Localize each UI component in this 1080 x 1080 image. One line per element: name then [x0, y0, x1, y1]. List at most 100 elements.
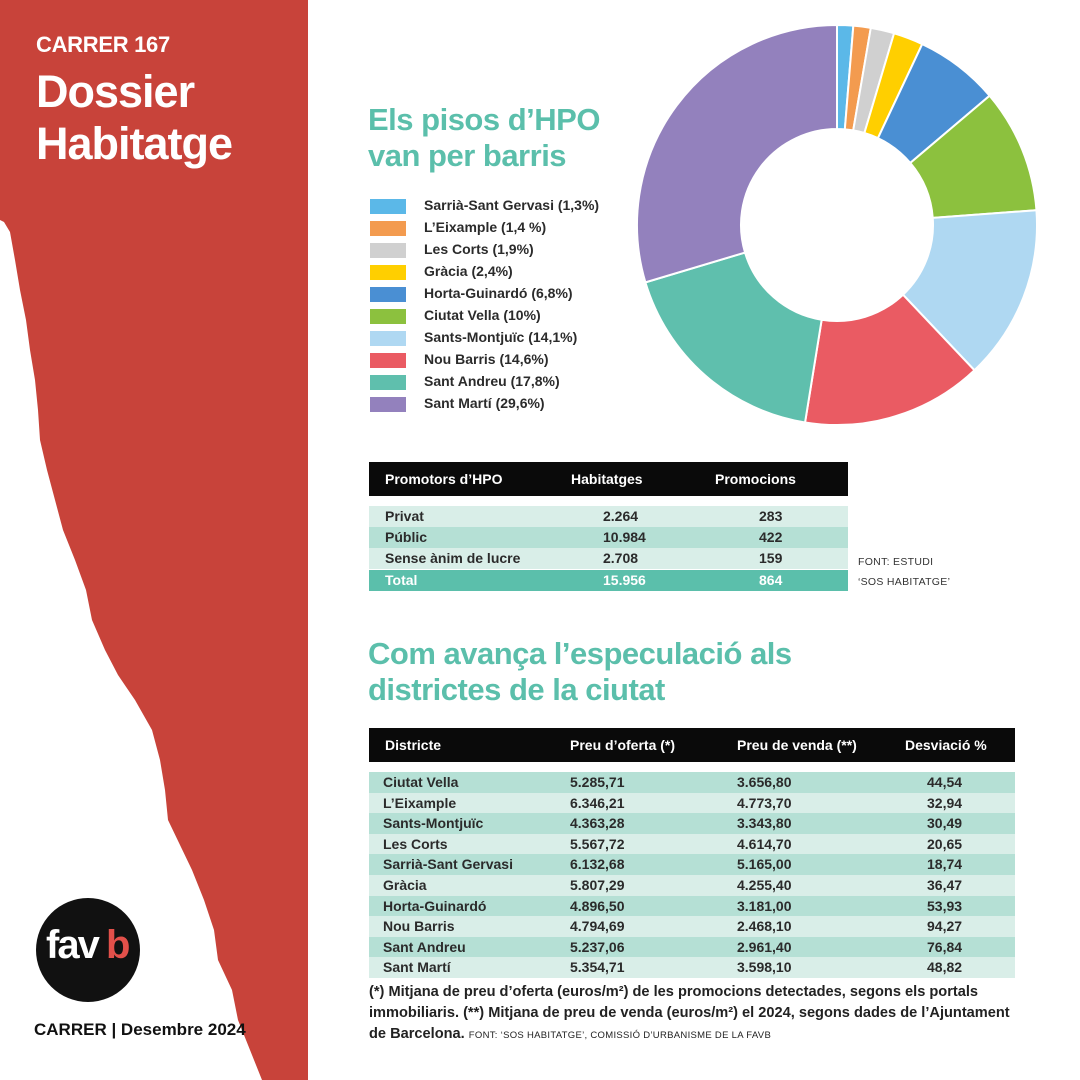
table-cell: 10.984 — [603, 529, 646, 545]
legend-label: Sants-Montjuïc (14,1%) — [424, 329, 578, 345]
table-cell: 3.598,10 — [737, 959, 792, 976]
table-cell: 3.343,80 — [737, 815, 792, 832]
table-cell: 48,82 — [927, 959, 963, 976]
table-header: Promotors d’HPO Habitatges Promocions — [369, 462, 848, 496]
table-cell: Sant Andreu — [383, 938, 466, 955]
header-cell: Districte — [385, 737, 442, 753]
total-row: Total 15.956 864 — [369, 570, 848, 591]
table-row: Ciutat Vella 5.285,71 3.656,80 44,54 — [369, 772, 1015, 793]
table-row: Gràcia 5.807,29 4.255,40 36,47 — [369, 875, 1015, 896]
legend-item: Sant Andreu (17,8%) — [370, 373, 650, 391]
legend-label: Ciutat Vella (10%) — [424, 307, 541, 323]
table-cell: 5.165,00 — [737, 856, 792, 873]
table-row: Horta-Guinardó 4.896,50 3.181,00 53,93 — [369, 895, 1015, 917]
legend-item: Horta-Guinardó (6,8%) — [370, 285, 650, 303]
table-cell: Gràcia — [383, 877, 427, 893]
table-cell: 422 — [759, 529, 783, 545]
legend-item: Sant Martí (29,6%) — [370, 395, 650, 413]
section2-title: Com avança l’especulació als districtes … — [368, 636, 792, 707]
table-cell: 2.264 — [603, 508, 639, 524]
legend-label: Sant Martí (29,6%) — [424, 395, 545, 411]
header-cell: Promocions — [715, 471, 796, 487]
legend-swatch — [370, 309, 406, 324]
table-cell: 20,65 — [927, 835, 963, 852]
legend-label: Les Corts (1,9%) — [424, 241, 534, 257]
table-cell: Nou Barris — [383, 918, 455, 935]
legend-swatch — [370, 221, 406, 236]
legend-label: L’Eixample (1,4 %) — [424, 219, 547, 235]
legend-label: Sarrià-Sant Gervasi (1,3%) — [424, 197, 600, 213]
dossier-title: Dossier Habitatge — [36, 66, 233, 169]
legend-swatch — [370, 199, 406, 214]
legend-swatch — [370, 265, 406, 280]
table-row: Sants-Montjuïc 4.363,28 3.343,80 30,49 — [369, 813, 1015, 834]
table-cell: 30,49 — [927, 815, 963, 832]
header-cell: Habitatges — [571, 471, 643, 487]
table-cell: 6.132,68 — [570, 856, 625, 873]
legend-item: Sants-Montjuïc (14,1%) — [370, 329, 650, 347]
table-cell: 4.773,70 — [737, 794, 792, 811]
legend-swatch — [370, 243, 406, 258]
table-cell: 4.614,70 — [737, 835, 792, 852]
legend-item: Les Corts (1,9%) — [370, 241, 650, 259]
table-cell: Sense ànim de lucre — [385, 550, 521, 566]
table-row: Privat 2.264 283 — [369, 506, 848, 527]
table-cell: 2.708 — [603, 550, 639, 566]
legend-label: Sant Andreu (17,8%) — [424, 373, 560, 389]
legend-item: Ciutat Vella (10%) — [370, 307, 650, 325]
table-header: Districte Preu d’oferta (*) Preu de vend… — [369, 728, 1015, 762]
districts-table: Districte Preu d’oferta (*) Preu de vend… — [369, 728, 1017, 978]
legend-swatch — [370, 375, 406, 390]
legend-item: Sarrià-Sant Gervasi (1,3%) — [370, 197, 650, 215]
legend-swatch — [370, 331, 406, 346]
table-row: Sense ànim de lucre 2.708 159 — [369, 548, 848, 569]
legend-item: Gràcia (2,4%) — [370, 263, 650, 281]
header-cell: Desviació % — [905, 737, 987, 753]
legend-label: Horta-Guinardó (6,8%) — [424, 285, 573, 301]
table-cell: 18,74 — [927, 856, 963, 873]
table-row: Sant Martí 5.354,71 3.598,10 48,82 — [369, 957, 1015, 978]
legend-label: Gràcia (2,4%) — [424, 263, 513, 279]
table-row: Nou Barris 4.794,69 2.468,10 94,27 — [369, 916, 1015, 937]
table-row: Sarrià-Sant Gervasi 6.132,68 5.165,00 18,74 — [369, 854, 1015, 875]
table-cell: Privat — [385, 508, 424, 524]
table-cell: 4.255,40 — [737, 877, 792, 893]
table-cell: 5.567,72 — [570, 835, 625, 852]
table-cell: 3.181,00 — [737, 897, 792, 914]
logo-letter-b: b — [106, 923, 131, 967]
table-cell: Total — [385, 572, 418, 588]
table-cell: 53,93 — [927, 897, 963, 914]
header-cell: Preu de venda (**) — [737, 737, 857, 753]
table-cell: 5.354,71 — [570, 959, 625, 976]
table-cell: 5.807,29 — [570, 877, 625, 893]
footer-label: CARRER | Desembre 2024 — [34, 1020, 246, 1039]
legend-item: Nou Barris (14,6%) — [370, 351, 650, 369]
issue-label: CARRER 167 — [36, 32, 170, 57]
torn-red-panel — [0, 0, 308, 1080]
table-cell: Sant Martí — [383, 959, 451, 976]
donut-slice — [901, 209, 1038, 372]
table-cell: 2.468,10 — [737, 918, 792, 935]
favb-logo: fav b — [36, 898, 140, 1002]
header-cell: Promotors d’HPO — [385, 471, 503, 487]
table-cell: 864 — [759, 572, 783, 588]
table-cell: 5.285,71 — [570, 774, 625, 790]
table-cell: Sarrià-Sant Gervasi — [383, 856, 513, 873]
table-cell: 15.956 — [603, 572, 646, 588]
table-row: Les Corts 5.567,72 4.614,70 20,65 — [369, 833, 1015, 855]
table-cell: 4.794,69 — [570, 918, 625, 935]
table-row: Públic 10.984 422 — [369, 527, 848, 548]
footnote: (*) Mitjana de preu d’oferta (euros/m²) … — [369, 982, 1019, 1046]
table-cell: 94,27 — [927, 918, 963, 935]
table-cell: Ciutat Vella — [383, 774, 459, 790]
legend-swatch — [370, 287, 406, 302]
header-cell: Preu d’oferta (*) — [570, 737, 676, 753]
donut-chart — [636, 23, 1038, 426]
table-cell: 44,54 — [927, 774, 963, 790]
table-cell: 32,94 — [927, 794, 963, 811]
promotors-table: Promotors d’HPO Habitatges Promocions Pr… — [369, 462, 849, 592]
legend-item: L’Eixample (1,4 %) — [370, 219, 650, 237]
table-cell: Sants-Montjuïc — [383, 815, 484, 832]
table-cell: 2.961,40 — [737, 938, 792, 955]
